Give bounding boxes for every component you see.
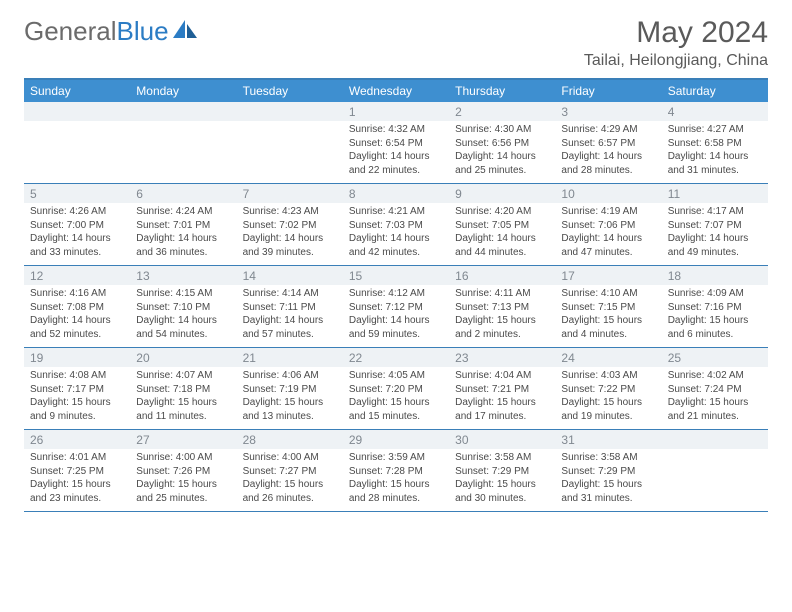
- day-header: Wednesday: [343, 80, 449, 102]
- day-detail: Sunrise: 4:14 AMSunset: 7:11 PMDaylight:…: [237, 285, 343, 347]
- day-number: 16: [449, 266, 555, 285]
- day-detail: Sunrise: 4:09 AMSunset: 7:16 PMDaylight:…: [662, 285, 768, 347]
- day-number: 18: [662, 266, 768, 285]
- day-detail: Sunrise: 4:08 AMSunset: 7:17 PMDaylight:…: [24, 367, 130, 429]
- day-header: Sunday: [24, 80, 130, 102]
- day-header-row: Sunday Monday Tuesday Wednesday Thursday…: [24, 80, 768, 102]
- day-number: 1: [343, 102, 449, 121]
- day-number: 29: [343, 430, 449, 449]
- day-number: 13: [130, 266, 236, 285]
- day-number: 25: [662, 348, 768, 367]
- day-number: 21: [237, 348, 343, 367]
- day-number: 9: [449, 184, 555, 203]
- day-number: 7: [237, 184, 343, 203]
- week-4: 26 27 28 29 30 31: [24, 429, 768, 449]
- day-number: 28: [237, 430, 343, 449]
- day-detail: Sunrise: 4:24 AMSunset: 7:01 PMDaylight:…: [130, 203, 236, 265]
- day-detail: Sunrise: 4:10 AMSunset: 7:15 PMDaylight:…: [555, 285, 661, 347]
- day-number: 30: [449, 430, 555, 449]
- week-3: 19 20 21 22 23 24 25: [24, 347, 768, 367]
- day-header: Thursday: [449, 80, 555, 102]
- day-header: Friday: [555, 80, 661, 102]
- day-header: Monday: [130, 80, 236, 102]
- day-detail: Sunrise: 4:15 AMSunset: 7:10 PMDaylight:…: [130, 285, 236, 347]
- day-detail: Sunrise: 3:59 AMSunset: 7:28 PMDaylight:…: [343, 449, 449, 511]
- day-number: 24: [555, 348, 661, 367]
- day-detail: Sunrise: 4:26 AMSunset: 7:00 PMDaylight:…: [24, 203, 130, 265]
- page-title: May 2024: [584, 16, 768, 50]
- brand-part1: General: [24, 16, 117, 47]
- day-number: 2: [449, 102, 555, 121]
- day-number: 4: [662, 102, 768, 121]
- day-detail: Sunrise: 4:19 AMSunset: 7:06 PMDaylight:…: [555, 203, 661, 265]
- day-detail: Sunrise: 4:30 AMSunset: 6:56 PMDaylight:…: [449, 121, 555, 183]
- day-detail: Sunrise: 4:01 AMSunset: 7:25 PMDaylight:…: [24, 449, 130, 511]
- detail-row: Sunrise: 4:26 AMSunset: 7:00 PMDaylight:…: [24, 203, 768, 265]
- week-1: 5 6 7 8 9 10 11: [24, 183, 768, 203]
- day-detail: Sunrise: 4:04 AMSunset: 7:21 PMDaylight:…: [449, 367, 555, 429]
- day-detail: Sunrise: 3:58 AMSunset: 7:29 PMDaylight:…: [555, 449, 661, 511]
- day-detail: [237, 121, 343, 183]
- detail-row: Sunrise: 4:32 AMSunset: 6:54 PMDaylight:…: [24, 121, 768, 183]
- sail-icon: [171, 16, 199, 47]
- day-number: 17: [555, 266, 661, 285]
- day-detail: Sunrise: 4:20 AMSunset: 7:05 PMDaylight:…: [449, 203, 555, 265]
- day-detail: Sunrise: 4:23 AMSunset: 7:02 PMDaylight:…: [237, 203, 343, 265]
- day-number: [130, 102, 236, 121]
- location-subtitle: Tailai, Heilongjiang, China: [584, 52, 768, 70]
- day-number: 19: [24, 348, 130, 367]
- day-number: 26: [24, 430, 130, 449]
- day-number: 15: [343, 266, 449, 285]
- day-detail: Sunrise: 4:06 AMSunset: 7:19 PMDaylight:…: [237, 367, 343, 429]
- day-number: 3: [555, 102, 661, 121]
- day-detail: Sunrise: 4:11 AMSunset: 7:13 PMDaylight:…: [449, 285, 555, 347]
- day-header: Saturday: [662, 80, 768, 102]
- header: GeneralBlue May 2024 Tailai, Heilongjian…: [24, 16, 768, 70]
- day-number: [662, 430, 768, 449]
- day-detail: Sunrise: 4:03 AMSunset: 7:22 PMDaylight:…: [555, 367, 661, 429]
- day-detail: Sunrise: 4:21 AMSunset: 7:03 PMDaylight:…: [343, 203, 449, 265]
- brand-part2: Blue: [117, 16, 169, 47]
- day-header: Tuesday: [237, 80, 343, 102]
- day-number: 10: [555, 184, 661, 203]
- calendar: Sunday Monday Tuesday Wednesday Thursday…: [24, 78, 768, 512]
- day-number: 5: [24, 184, 130, 203]
- day-detail: Sunrise: 4:05 AMSunset: 7:20 PMDaylight:…: [343, 367, 449, 429]
- day-detail: [24, 121, 130, 183]
- day-detail: Sunrise: 3:58 AMSunset: 7:29 PMDaylight:…: [449, 449, 555, 511]
- day-number: 14: [237, 266, 343, 285]
- day-detail: Sunrise: 4:12 AMSunset: 7:12 PMDaylight:…: [343, 285, 449, 347]
- daynum-row: 1 2 3 4: [24, 102, 768, 121]
- day-number: [24, 102, 130, 121]
- day-detail: Sunrise: 4:17 AMSunset: 7:07 PMDaylight:…: [662, 203, 768, 265]
- day-number: 23: [449, 348, 555, 367]
- day-detail: Sunrise: 4:07 AMSunset: 7:18 PMDaylight:…: [130, 367, 236, 429]
- day-number: 31: [555, 430, 661, 449]
- title-block: May 2024 Tailai, Heilongjiang, China: [584, 16, 768, 70]
- day-number: 11: [662, 184, 768, 203]
- day-number: 12: [24, 266, 130, 285]
- day-number: 6: [130, 184, 236, 203]
- day-number: [237, 102, 343, 121]
- day-detail: Sunrise: 4:00 AMSunset: 7:27 PMDaylight:…: [237, 449, 343, 511]
- detail-row: Sunrise: 4:16 AMSunset: 7:08 PMDaylight:…: [24, 285, 768, 347]
- day-detail: Sunrise: 4:16 AMSunset: 7:08 PMDaylight:…: [24, 285, 130, 347]
- day-detail: [662, 449, 768, 511]
- day-number: 22: [343, 348, 449, 367]
- detail-row: Sunrise: 4:08 AMSunset: 7:17 PMDaylight:…: [24, 367, 768, 429]
- day-detail: Sunrise: 4:02 AMSunset: 7:24 PMDaylight:…: [662, 367, 768, 429]
- week-2: 12 13 14 15 16 17 18: [24, 265, 768, 285]
- day-detail: [130, 121, 236, 183]
- day-detail: Sunrise: 4:32 AMSunset: 6:54 PMDaylight:…: [343, 121, 449, 183]
- day-number: 20: [130, 348, 236, 367]
- brand-logo: GeneralBlue: [24, 16, 199, 47]
- day-number: 8: [343, 184, 449, 203]
- detail-row: Sunrise: 4:01 AMSunset: 7:25 PMDaylight:…: [24, 449, 768, 512]
- day-detail: Sunrise: 4:00 AMSunset: 7:26 PMDaylight:…: [130, 449, 236, 511]
- day-detail: Sunrise: 4:27 AMSunset: 6:58 PMDaylight:…: [662, 121, 768, 183]
- day-number: 27: [130, 430, 236, 449]
- week-0: 1 2 3 4 Sunrise: 4:32 AMSunset: 6:54 PMD…: [24, 102, 768, 183]
- day-detail: Sunrise: 4:29 AMSunset: 6:57 PMDaylight:…: [555, 121, 661, 183]
